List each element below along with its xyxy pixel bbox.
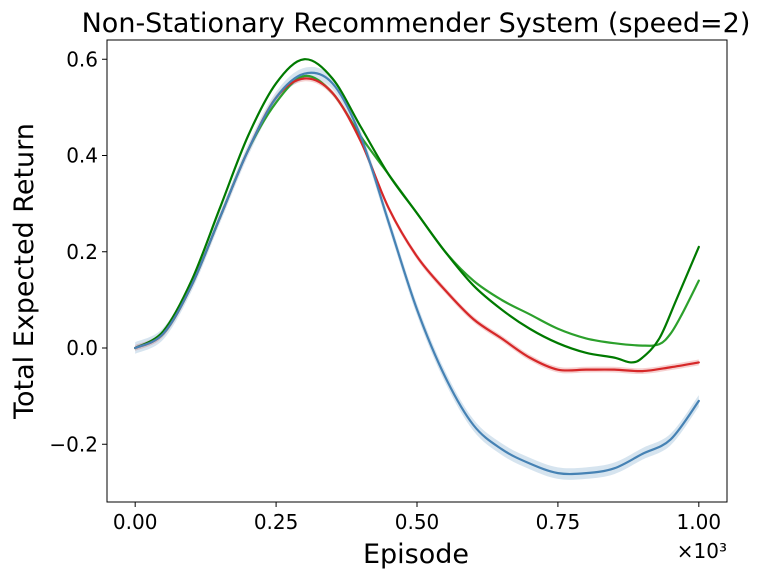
series-lines — [134, 58, 700, 476]
series-2-band — [135, 75, 699, 375]
axis-ticks: 0.00 0.25 0.50 0.75 1.00 −0.2 0.0 0.2 0.4 0.6 — [49, 47, 721, 534]
x-tick-label: 0.00 — [113, 510, 158, 534]
x-axis-label: Episode — [363, 539, 469, 570]
y-axis-label: Total Expected Return — [9, 123, 40, 420]
series-2-line — [134, 77, 700, 373]
plot-frame — [106, 39, 728, 503]
y-tick-label: −0.2 — [49, 432, 98, 456]
confidence-bands — [135, 66, 699, 480]
y-tick-label: 0.2 — [66, 240, 98, 264]
series-3-band — [135, 66, 699, 480]
chart-title: Non-Stationary Recommender System (speed… — [82, 8, 751, 39]
y-tick-label: 0.6 — [66, 47, 98, 71]
y-tick-label: 0.4 — [66, 144, 98, 168]
x-tick-label: 1.00 — [677, 510, 722, 534]
y-tick-label: 0.0 — [66, 336, 98, 360]
x-axis-multiplier: ×10³ — [677, 539, 727, 563]
x-tick-label: 0.50 — [395, 510, 440, 534]
x-tick-label: 0.75 — [536, 510, 581, 534]
x-tick-label: 0.25 — [254, 510, 299, 534]
series-1-line — [134, 58, 700, 364]
series-3-line — [134, 71, 700, 476]
